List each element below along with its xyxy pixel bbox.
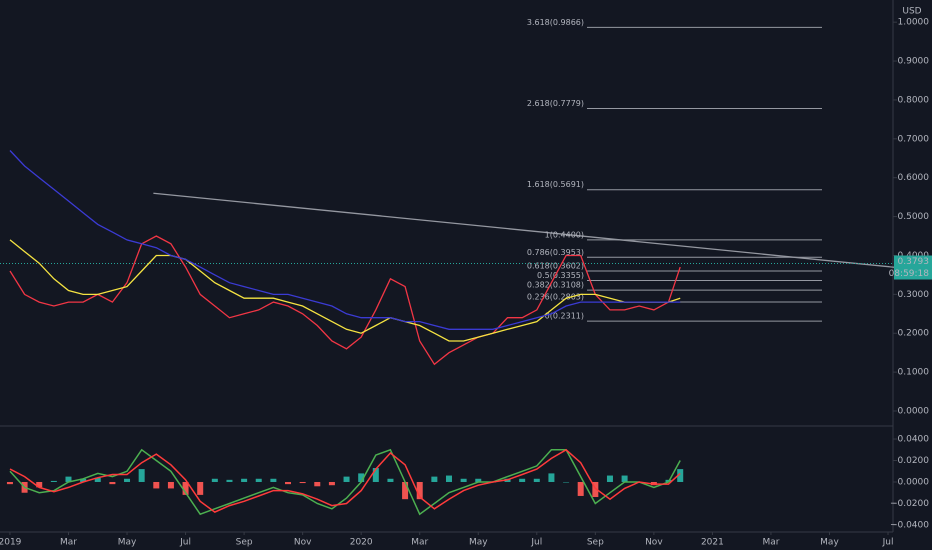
y-tick-label: 0.1000 [898,368,930,378]
y-tick-label: 0.0000 [898,477,930,487]
x-tick-label: Sep [587,538,604,548]
histogram-bar [519,478,526,482]
histogram-bar [109,481,116,485]
histogram-bar [445,475,452,482]
x-tick-label: Nov [645,538,663,548]
y-tick-label: −0.0200 [890,499,929,509]
histogram-bar [124,478,131,482]
histogram-bar [592,481,599,498]
histogram-bar [226,479,233,482]
histogram-bar [285,481,292,485]
x-tick-label: Jul [530,538,542,548]
fib-label: 0.382(0.3108) [527,281,584,290]
x-tick-label: 2020 [350,538,373,548]
histogram-bar [182,481,189,495]
series-line [9,448,681,516]
histogram-bar [431,476,438,482]
histogram-bar [387,478,394,482]
y-tick-label: 0.8000 [898,95,930,105]
histogram-bar [402,481,409,500]
y-tick-label: 1.0000 [898,18,930,28]
fib-label: 0.5(0.3355) [537,271,584,280]
y-tick-label: 0.9000 [898,57,930,67]
y-tick-label: 0.6000 [898,173,930,183]
y-tick-label: 0.3000 [898,290,930,300]
histogram-bar [255,478,262,482]
series-line [9,235,681,366]
x-tick-label: 2019 [0,538,22,548]
trendline [153,192,932,272]
series-line [9,239,681,342]
x-tick-label: Jul [179,538,191,548]
histogram-bar [50,480,57,482]
currency-label: USD [902,7,921,17]
x-tick-label: May [469,538,488,548]
x-tick-label: Sep [236,538,253,548]
histogram-bar [328,481,335,486]
histogram-bar [197,481,204,495]
fib-label: 2.618(0.7779) [527,99,584,108]
fib-label: 1.618(0.5691) [527,180,584,189]
histogram-bar [314,481,321,487]
histogram-bar [343,476,350,482]
histogram-bar [533,478,540,482]
histogram-bar [6,481,13,485]
last-price-label: 0.3793 [898,257,930,267]
last-price-box [894,255,932,280]
histogram-bar [153,481,160,489]
histogram-bar [563,481,570,483]
y-tick-label: 0.0200 [898,456,930,466]
series-line [9,448,681,513]
fib-label: 0(0.2311) [545,312,584,321]
x-tick-label: Mar [411,538,428,548]
histogram-bar [460,478,467,482]
histogram-bar [94,477,101,482]
y-tick-label: 0.7000 [898,134,930,144]
x-tick-label: Nov [294,538,312,548]
histogram-bar [241,478,248,482]
x-tick-label: May [820,538,839,548]
x-tick-label: Mar [762,538,779,548]
histogram-bar [677,469,684,482]
histogram-bar [358,473,365,482]
histogram-bar [372,468,379,482]
y-tick-label: −0.0400 [890,520,929,530]
y-tick-label: 0.0000 [898,407,930,417]
x-tick-label: 2021 [701,538,724,548]
histogram-bar [416,481,423,500]
histogram-bar [167,481,174,489]
histogram-bar [621,475,628,482]
x-tick-label: Mar [60,538,77,548]
fib-label: 0.618(0.3602) [527,261,584,270]
histogram-bar [270,478,277,482]
histogram-bar [577,481,584,496]
x-tick-label: Jul [882,538,894,548]
y-tick-label: 0.0400 [898,435,930,445]
x-tick-label: May [118,538,137,548]
histogram-bar [606,475,613,482]
histogram-bar [80,478,87,482]
histogram-bar [65,476,72,482]
histogram-bar [138,469,145,482]
histogram-bar [548,473,555,482]
histogram-bar [211,478,218,482]
y-tick-label: 0.5000 [898,212,930,222]
histogram-bar [475,478,482,482]
fib-label: 3.618(0.9866) [527,18,584,27]
series-line [9,150,681,330]
fib-label: 0.236(0.2803) [527,293,584,302]
countdown-label: 08:59:18 [889,269,930,279]
y-tick-label: 0.2000 [898,329,930,339]
fib-label: 1(0.4400) [545,230,584,239]
histogram-bar [299,481,306,484]
histogram-bar [36,481,43,488]
fib-label: 0.786(0.3953) [527,248,584,257]
